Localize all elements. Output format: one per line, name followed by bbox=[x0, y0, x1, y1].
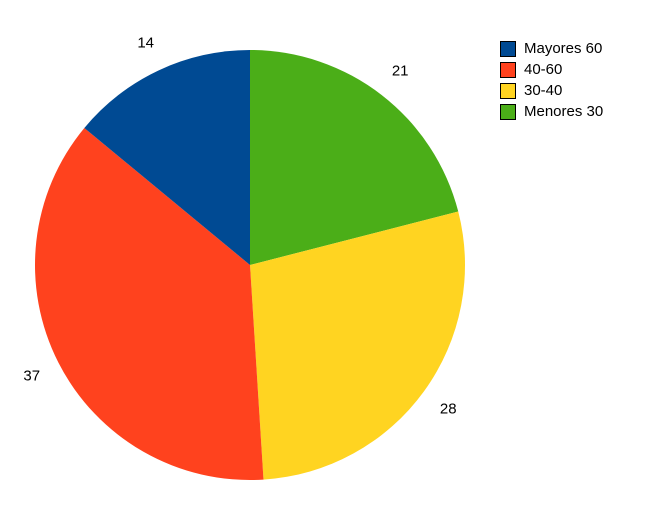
slice-label: 28 bbox=[440, 401, 457, 418]
slice-label: 21 bbox=[392, 63, 409, 80]
legend-item: 40-60 bbox=[500, 61, 603, 78]
slice-label: 14 bbox=[137, 35, 154, 52]
legend-swatch bbox=[500, 83, 516, 99]
legend-label: 40-60 bbox=[524, 61, 562, 78]
legend-item: Mayores 60 bbox=[500, 40, 603, 57]
legend-label: 30-40 bbox=[524, 82, 562, 99]
legend-item: 30-40 bbox=[500, 82, 603, 99]
pie-chart-container: Mayores 60 40-60 30-40 Menores 30 21 28 37 14 bbox=[0, 0, 670, 517]
slice-label: 37 bbox=[23, 368, 40, 385]
legend-item: Menores 30 bbox=[500, 103, 603, 120]
legend-swatch bbox=[500, 41, 516, 57]
legend: Mayores 60 40-60 30-40 Menores 30 bbox=[500, 40, 603, 124]
legend-label: Menores 30 bbox=[524, 103, 603, 120]
legend-label: Mayores 60 bbox=[524, 40, 602, 57]
legend-swatch bbox=[500, 104, 516, 120]
legend-swatch bbox=[500, 62, 516, 78]
